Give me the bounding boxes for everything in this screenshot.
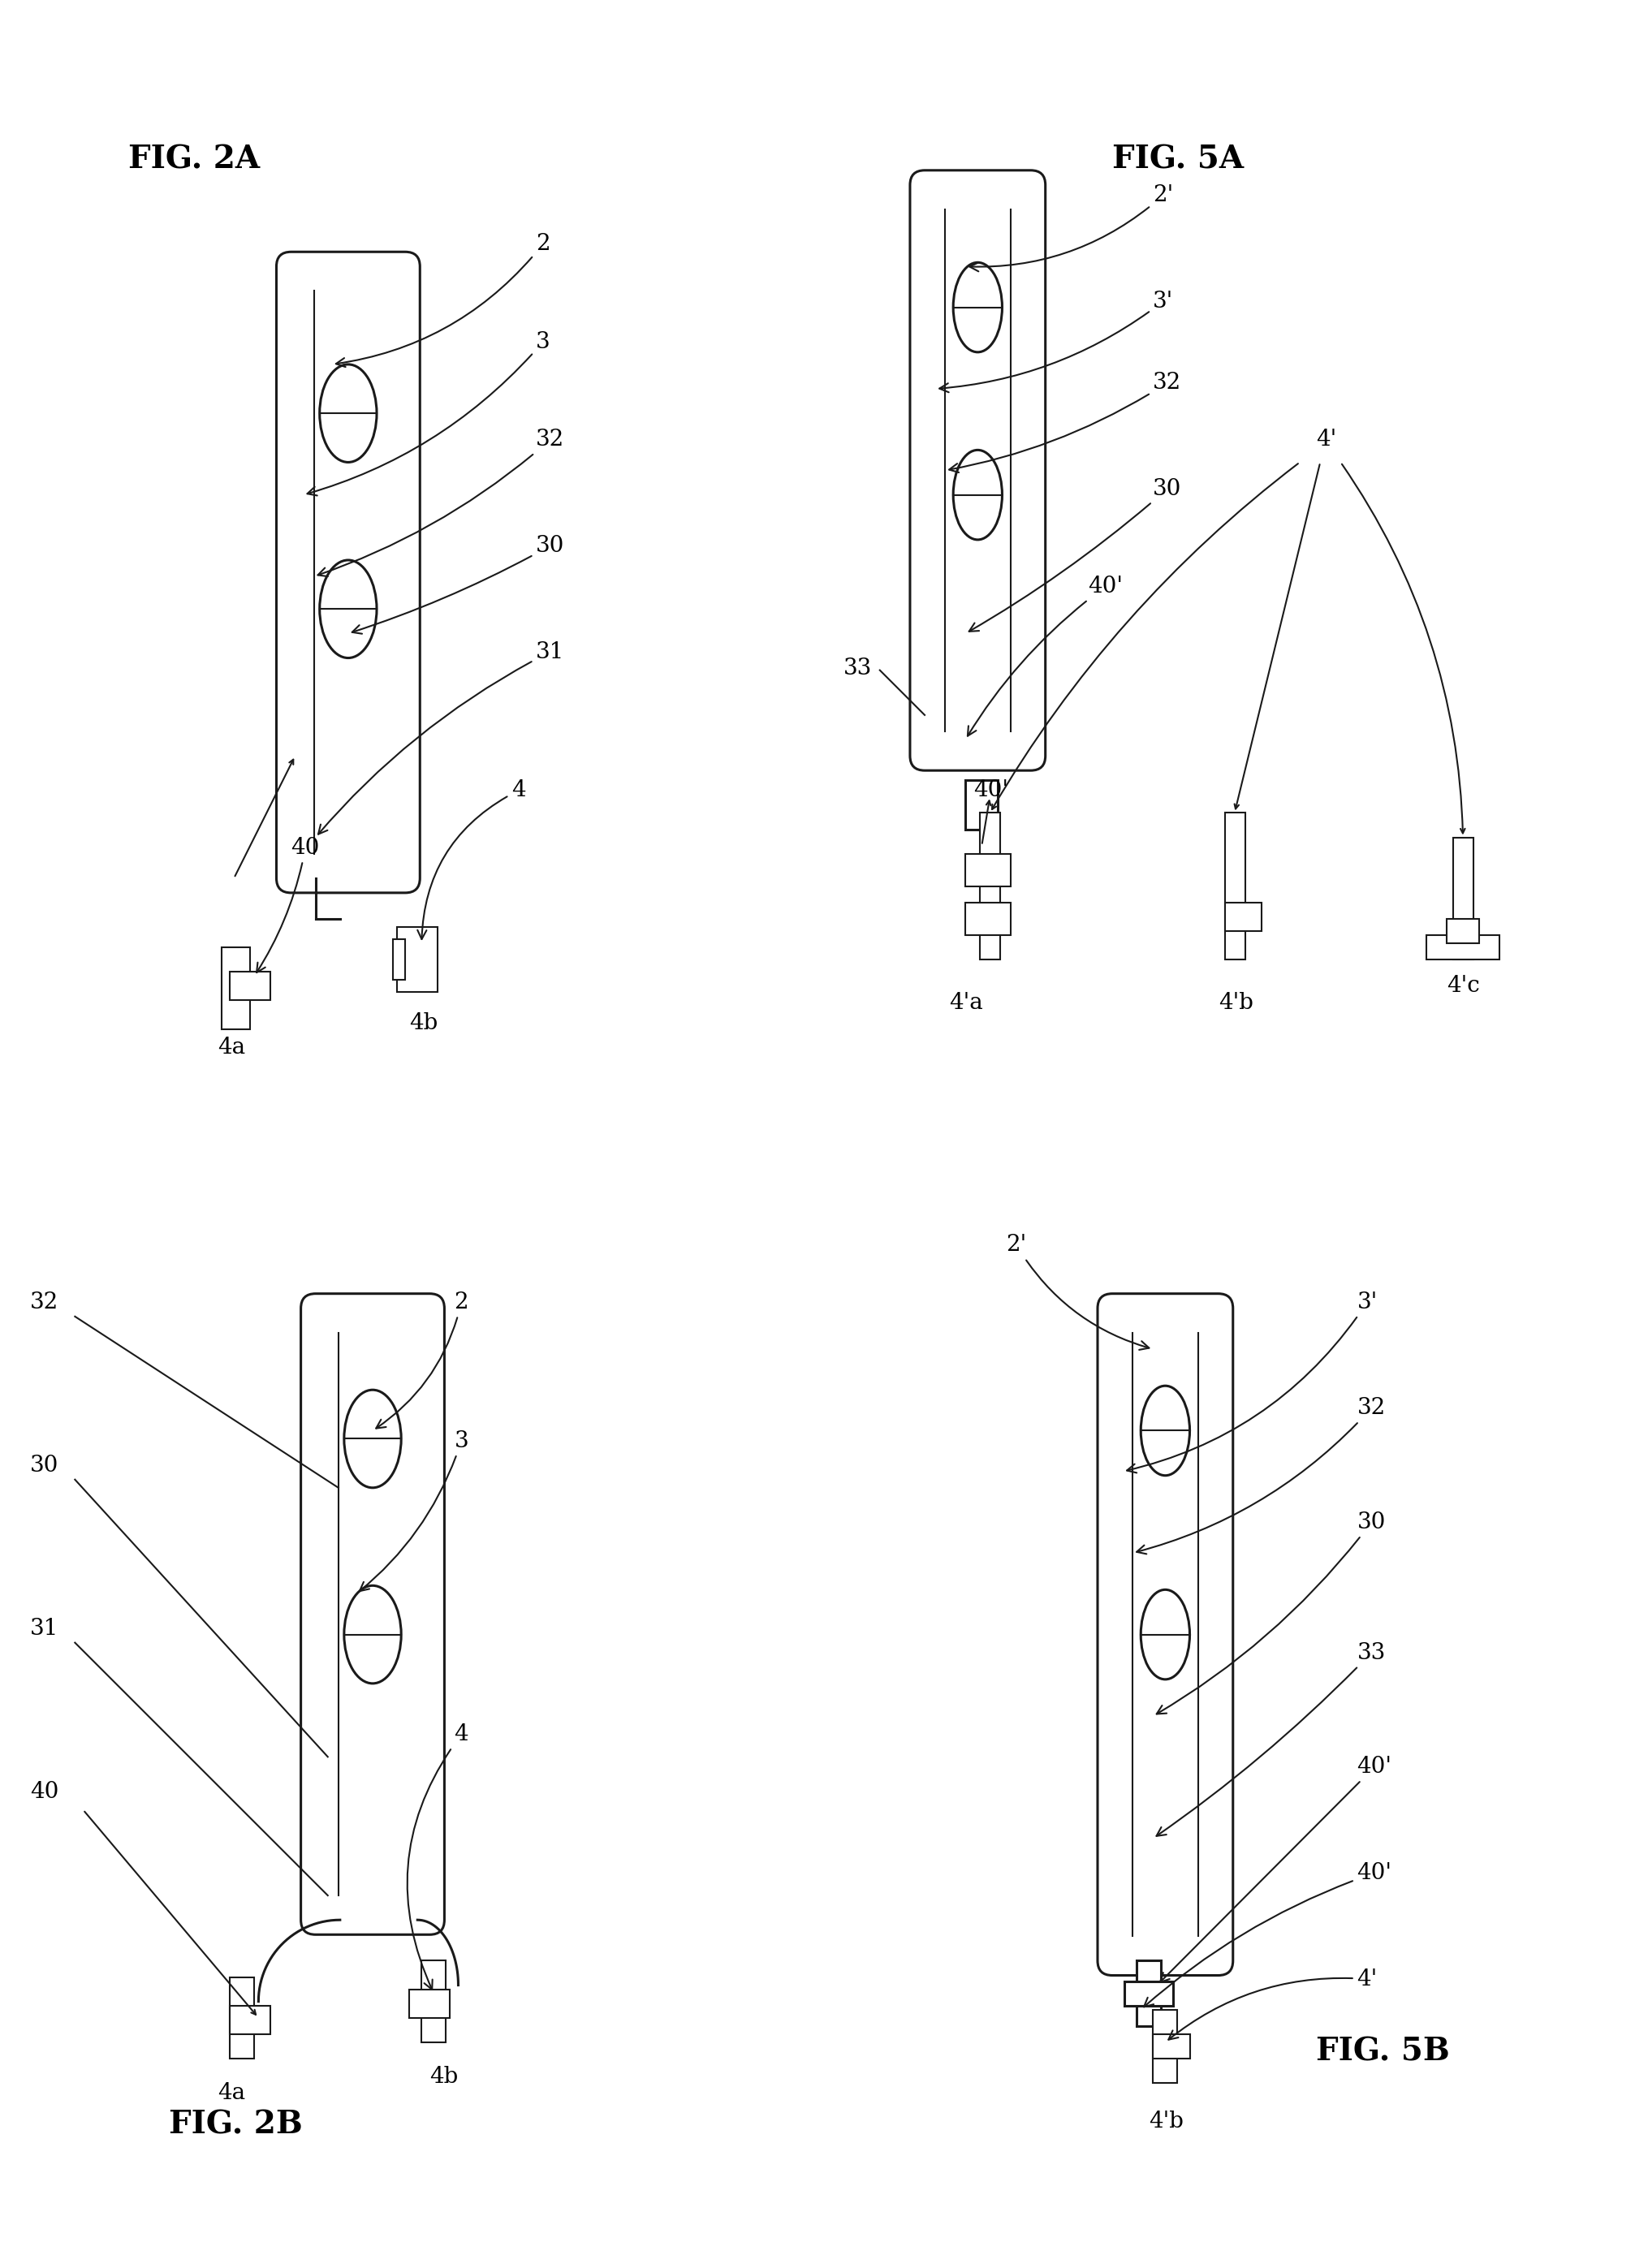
Text: 2': 2' [1007, 1234, 1149, 1349]
Text: 30: 30 [1157, 1510, 1386, 1715]
Bar [1154, 2009, 1178, 2082]
Text: 3': 3' [939, 290, 1173, 392]
Text: 4b: 4b [430, 2066, 458, 2089]
Text: 4'a: 4'a [949, 991, 984, 1014]
Text: 3': 3' [1127, 1290, 1378, 1472]
Bar [222, 948, 250, 1030]
Bar [1454, 837, 1473, 959]
Text: 40': 40' [1160, 1755, 1393, 1982]
Ellipse shape [320, 365, 377, 463]
Bar [966, 903, 1010, 934]
Bar [1137, 1962, 1162, 2025]
Text: 4: 4 [417, 780, 526, 939]
Text: 32: 32 [30, 1290, 59, 1313]
Text: 4a: 4a [218, 2082, 246, 2105]
Text: FIG. 2A: FIG. 2A [129, 145, 260, 175]
Ellipse shape [1140, 1590, 1190, 1678]
Text: 40: 40 [30, 1780, 59, 1803]
Ellipse shape [953, 263, 1002, 352]
Text: 30: 30 [969, 479, 1182, 631]
Text: 30: 30 [353, 535, 565, 633]
Bar [231, 973, 270, 1000]
Bar [422, 1962, 447, 2041]
Ellipse shape [1140, 1386, 1190, 1476]
Text: 2': 2' [969, 184, 1173, 272]
Text: 33: 33 [844, 658, 872, 678]
Text: 4'c: 4'c [1447, 975, 1480, 998]
FancyBboxPatch shape [910, 170, 1045, 771]
Text: 4'b: 4'b [1218, 991, 1252, 1014]
Ellipse shape [320, 560, 377, 658]
Text: 4'b: 4'b [1149, 2112, 1183, 2132]
Text: 4: 4 [407, 1724, 468, 1989]
Ellipse shape [344, 1585, 400, 1683]
Text: 3: 3 [307, 331, 550, 494]
Bar [1224, 903, 1261, 932]
Text: FIG. 5A: FIG. 5A [1112, 145, 1244, 175]
Text: 32: 32 [1137, 1397, 1386, 1554]
Bar [966, 853, 1010, 887]
Bar [392, 939, 405, 980]
Text: 40': 40' [974, 780, 1009, 801]
Text: 40: 40 [257, 837, 320, 973]
Text: 40': 40' [1144, 1862, 1393, 2007]
Text: 4': 4' [1317, 429, 1337, 451]
Text: 4b: 4b [409, 1012, 438, 1034]
FancyBboxPatch shape [302, 1293, 445, 1935]
Text: 32: 32 [318, 429, 564, 576]
Text: 30: 30 [30, 1454, 59, 1476]
Text: 4a: 4a [218, 1036, 246, 1059]
Bar [966, 780, 999, 830]
Text: 40': 40' [967, 576, 1122, 735]
FancyBboxPatch shape [1098, 1293, 1233, 1975]
Ellipse shape [344, 1390, 400, 1488]
Text: FIG. 2B: FIG. 2B [168, 2109, 303, 2141]
Text: 33: 33 [1157, 1642, 1386, 1837]
Bar [409, 1989, 450, 2019]
Text: 31: 31 [318, 642, 565, 835]
Bar [231, 2005, 270, 2034]
Bar [981, 812, 1000, 959]
Bar [1154, 2034, 1190, 2059]
Bar [231, 1978, 254, 2059]
Text: 2: 2 [376, 1290, 468, 1429]
Bar [1124, 1980, 1173, 2005]
Text: 3: 3 [359, 1429, 468, 1592]
Bar [1224, 812, 1246, 959]
Bar [397, 928, 438, 993]
FancyBboxPatch shape [277, 252, 420, 894]
Text: 32: 32 [949, 372, 1182, 472]
Text: 31: 31 [30, 1617, 59, 1640]
Text: 2: 2 [336, 234, 550, 367]
Ellipse shape [953, 449, 1002, 540]
Text: FIG. 5B: FIG. 5B [1317, 2037, 1450, 2066]
Text: 4': 4' [1168, 1969, 1378, 2039]
Bar [1447, 919, 1480, 943]
Bar [1426, 934, 1500, 959]
